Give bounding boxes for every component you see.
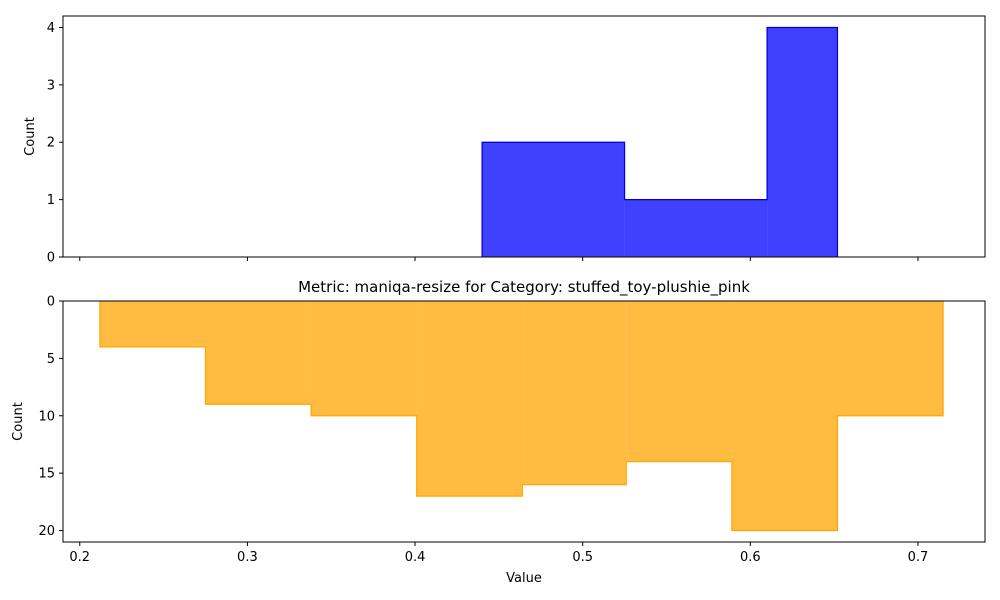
bottom-histogram-bar-5: [626, 301, 732, 462]
bottom-x-tick-label-5: 0.7: [908, 550, 929, 565]
top-histogram-bar-2: [767, 27, 838, 257]
bottom-x-tick-label-1: 0.3: [237, 550, 258, 565]
bottom-histogram-panel: Metric: maniqa-resize for Category: stuf…: [11, 278, 986, 586]
bottom-x-tick-label-0: 0.2: [69, 550, 90, 565]
bottom-histogram-bar-4: [522, 301, 627, 485]
bottom-histogram-bar-7: [837, 301, 944, 416]
bottom-chart-title: Metric: maniqa-resize for Category: stuf…: [298, 278, 750, 297]
top-histogram-outline: [481, 26, 839, 257]
bottom-histogram-bar-3: [416, 301, 523, 497]
bottom-x-axis-ticks: 0.2 0.3 0.4 0.5 0.6 0.7: [69, 542, 928, 565]
top-histogram-bar-0: [482, 142, 625, 257]
top-histogram-bars: [481, 26, 839, 257]
bottom-y-axis-label: Count: [11, 402, 26, 441]
bottom-y-tick-label-4: 20: [38, 524, 55, 539]
bottom-histogram-outline: [99, 301, 944, 532]
top-histogram-bar-1: [624, 199, 768, 257]
bottom-histogram-bars: [99, 301, 944, 532]
top-y-tick-label-3: 3: [47, 78, 55, 93]
top-histogram-panel: 0 1 2 3 4 Count: [23, 15, 986, 266]
top-y-tick-label-0: 0: [47, 251, 55, 266]
top-y-tick-label-2: 2: [47, 136, 55, 151]
bottom-y-tick-label-2: 10: [38, 409, 55, 424]
bottom-y-axis-ticks: 0 5 10 15 20: [38, 295, 63, 539]
top-y-axis-label: Count: [23, 117, 38, 156]
top-x-axis-ticks: [79, 257, 919, 261]
bottom-histogram-bar-1: [205, 301, 312, 405]
top-y-tick-label-1: 1: [47, 193, 55, 208]
bottom-x-tick-label-2: 0.4: [405, 550, 426, 565]
top-y-tick-label-4: 4: [47, 21, 55, 36]
top-y-axis-ticks: 0 1 2 3 4: [47, 21, 63, 266]
top-axes-frame: [62, 15, 986, 258]
bottom-histogram-bar-6: [731, 301, 838, 531]
bottom-x-tick-label-4: 0.6: [740, 550, 761, 565]
bottom-histogram-bar-2: [311, 301, 417, 416]
bottom-x-axis-label: Value: [506, 571, 542, 586]
bottom-y-tick-label-3: 15: [38, 467, 55, 482]
bottom-y-tick-label-0: 0: [47, 295, 55, 310]
bottom-histogram-bar-0: [99, 301, 206, 347]
bottom-y-tick-label-1: 5: [47, 352, 55, 367]
bottom-x-tick-label-3: 0.5: [572, 550, 593, 565]
bottom-axes-frame: [62, 300, 986, 543]
